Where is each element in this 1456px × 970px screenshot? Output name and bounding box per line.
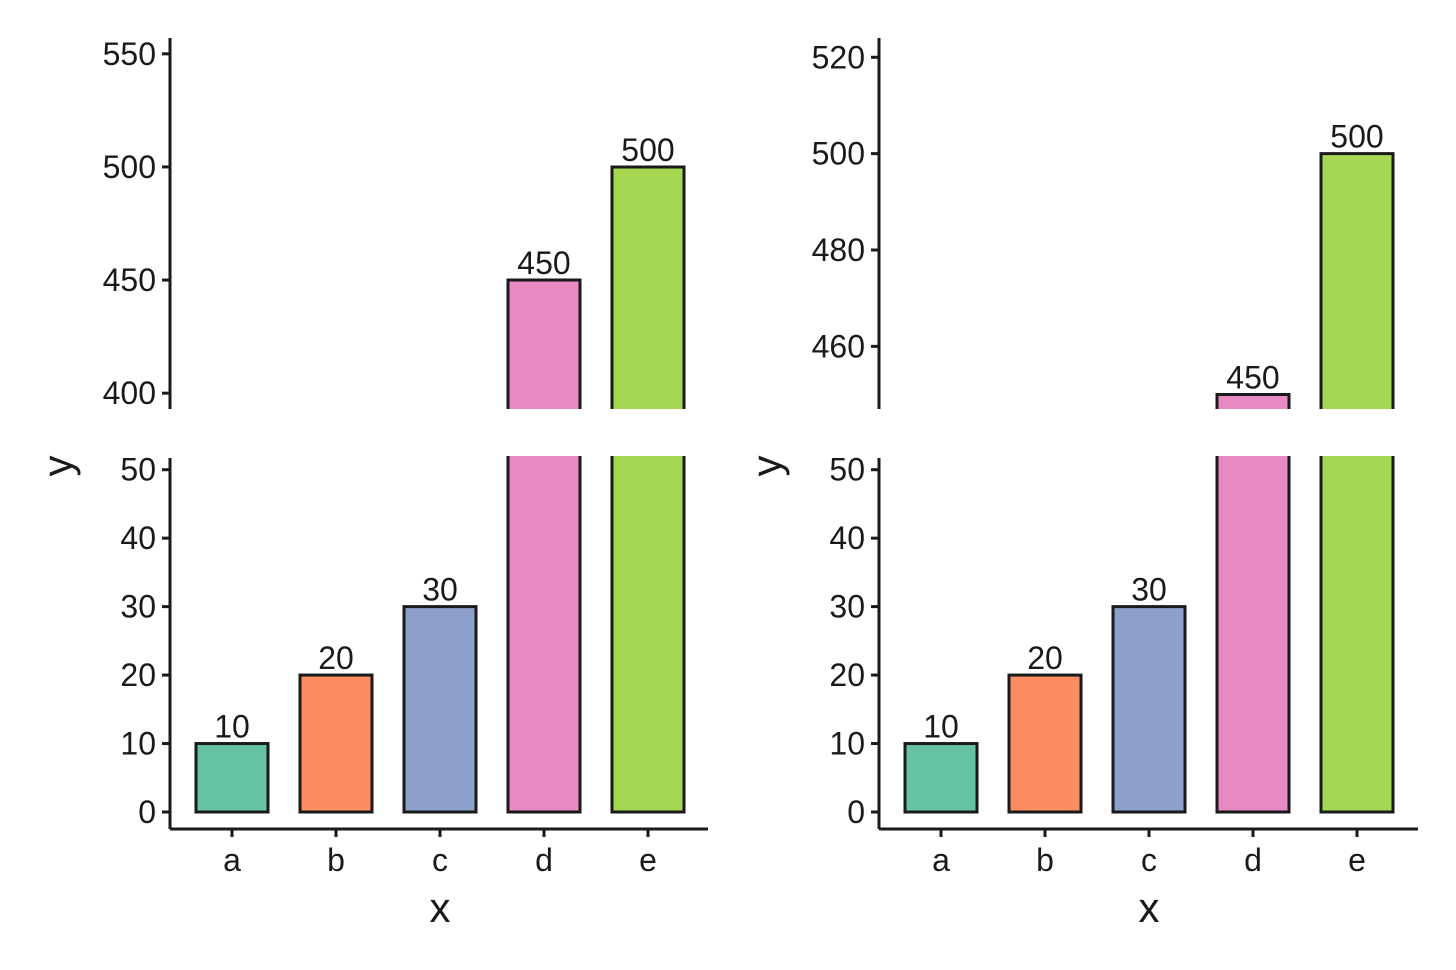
y-tick-label-lower: 30: [829, 589, 865, 625]
x-tick-label-c: c: [432, 842, 448, 878]
y-tick-label-upper: 520: [812, 39, 865, 75]
data-label-a: 10: [923, 709, 959, 745]
data-label-a: 10: [214, 709, 250, 745]
data-label-d: 450: [517, 245, 570, 281]
bar-d-upper: [1217, 394, 1289, 409]
x-tick-label-a: a: [932, 842, 950, 878]
chart-panel-2: 10 20 30 450 500 0 10 20 30 40 50 460 480 500 520 a b c d e…: [743, 38, 1418, 931]
y-tick-label-lower: 20: [120, 657, 156, 693]
bar-e-lower: [612, 456, 684, 812]
bar-d-upper: [508, 280, 580, 409]
bar-d-lower-outline: [506, 456, 582, 814]
data-label-d: 450: [1226, 360, 1279, 396]
bar-d-upper-outline: [1215, 393, 1291, 409]
y-tick-label-lower: 10: [829, 726, 865, 762]
x-axis-title: x: [430, 884, 451, 931]
bar-e-upper-outline: [610, 165, 686, 409]
x-tick-label-d: d: [535, 842, 553, 878]
bar-e-upper: [612, 166, 684, 409]
y-tick-label-lower: 30: [120, 589, 156, 625]
bar-e-lower-outline: [1319, 456, 1395, 814]
y-tick-label-lower: 10: [120, 726, 156, 762]
bar-a-lower: [903, 742, 979, 814]
bar-c-lower: [1111, 605, 1187, 814]
data-label-b: 20: [318, 640, 354, 676]
chart-panel-1: 10 20 30 450 500 0 10 20 30 40 50 400 450 500 550 a b c d e…: [34, 36, 708, 931]
x-tick-label-b: b: [1036, 842, 1054, 878]
y-tick-label-lower: 20: [829, 657, 865, 693]
y-tick-label-lower: 0: [138, 794, 156, 830]
y-tick-label-upper: 400: [103, 375, 156, 411]
y-axis-title: y: [743, 456, 790, 477]
y-tick-label-lower: 40: [829, 520, 865, 556]
data-label-c: 30: [1131, 572, 1167, 608]
y-tick-label-lower: 0: [847, 794, 865, 830]
bar-d-lower: [1217, 456, 1289, 812]
x-axis-title: x: [1139, 884, 1160, 931]
x-tick-label-e: e: [1348, 842, 1366, 878]
x-tick-label-b: b: [327, 842, 345, 878]
bar-e-upper-outline: [1319, 152, 1395, 409]
y-tick-label-upper: 460: [812, 328, 865, 364]
bar-d-lower: [508, 456, 580, 812]
bar-e-lower-outline: [610, 456, 686, 814]
y-tick-label-upper: 480: [812, 232, 865, 268]
data-label-e: 500: [621, 132, 674, 168]
bar-e-lower: [1321, 456, 1393, 812]
data-label-b: 20: [1027, 640, 1063, 676]
y-axis-title: y: [34, 456, 81, 477]
x-tick-label-a: a: [223, 842, 241, 878]
bar-a-lower: [194, 742, 270, 814]
data-label-c: 30: [422, 572, 458, 608]
y-tick-label-upper: 450: [103, 262, 156, 298]
bar-b-lower: [298, 673, 374, 814]
x-tick-label-c: c: [1141, 842, 1157, 878]
y-tick-label-upper: 500: [812, 136, 865, 172]
x-tick-label-e: e: [639, 842, 657, 878]
bar-e-upper: [1321, 153, 1393, 409]
y-tick-label-upper: 500: [103, 149, 156, 185]
x-tick-label-d: d: [1244, 842, 1262, 878]
bar-b-lower: [1007, 673, 1083, 814]
data-label-e: 500: [1330, 119, 1383, 155]
y-tick-label-upper: 550: [103, 36, 156, 72]
bar-d-upper-outline: [506, 278, 582, 409]
y-tick-label-lower: 50: [829, 452, 865, 488]
bar-c-lower: [402, 605, 478, 814]
y-tick-label-lower: 50: [120, 452, 156, 488]
bar-d-lower-outline: [1215, 456, 1291, 814]
y-tick-label-lower: 40: [120, 520, 156, 556]
